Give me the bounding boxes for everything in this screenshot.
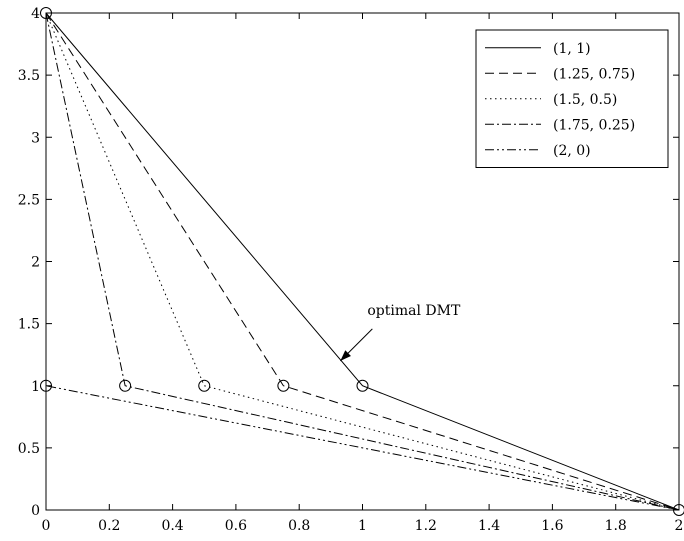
- y-tick-label: 1.5: [18, 317, 40, 333]
- legend: (1, 1) (1.25, 0.75) (1.5, 0.5) (1.75, 0.25)…: [475, 29, 669, 168]
- legend-label: (1.75, 0.25): [553, 117, 635, 133]
- x-tick-label: 1.2: [415, 518, 437, 534]
- y-tick-label: 0: [31, 503, 40, 519]
- legend-label: (2, 0): [553, 143, 591, 159]
- corner-point-marker: [356, 379, 369, 392]
- tick-layer: 0 0.2 0.4 0.6 0.8 1 1.2 1.4 1.6 1.8 2 0 0.5 1 1.5 2 2.5 3…: [18, 6, 684, 534]
- y-tick-label: 3.5: [18, 68, 40, 84]
- y-tick-label: 3: [31, 130, 40, 146]
- x-tick-label: 0.4: [161, 518, 183, 534]
- legend-label: (1.25, 0.75): [553, 66, 635, 82]
- x-tick-label: 0.8: [288, 518, 310, 534]
- annotation-layer: optimal DMT: [339, 303, 461, 362]
- corner-point-marker: [198, 379, 211, 392]
- x-tick-label: 1: [358, 518, 367, 534]
- x-tick-label: 0.2: [98, 518, 120, 534]
- series-line-2: [45, 12, 680, 511]
- legend-label: (1, 1): [553, 41, 591, 57]
- x-tick-label: 0: [42, 518, 51, 534]
- x-tick-label: 1.8: [605, 518, 627, 534]
- corner-point-marker: [277, 379, 290, 392]
- y-tick-label: 0.5: [18, 441, 40, 457]
- series-line-1: [45, 12, 680, 511]
- legend-box: [475, 29, 669, 168]
- x-tick-label: 0.6: [225, 518, 247, 534]
- series-layer: [45, 12, 680, 511]
- x-tick-label: 1.4: [478, 518, 500, 534]
- x-tick-label: 2: [675, 518, 684, 534]
- corner-point-marker: [119, 379, 132, 392]
- legend-label: (1.5, 0.5): [553, 92, 617, 108]
- y-tick-label: 2.5: [18, 192, 40, 208]
- series-line-4: [45, 12, 680, 511]
- y-tick-label: 1: [31, 379, 40, 395]
- y-tick-label: 4: [31, 6, 40, 22]
- annotation-label: optimal DMT: [367, 303, 461, 319]
- x-tick-label: 1.6: [541, 518, 563, 534]
- annotation-arrowhead: [340, 350, 351, 361]
- y-tick-label: 2: [31, 255, 40, 271]
